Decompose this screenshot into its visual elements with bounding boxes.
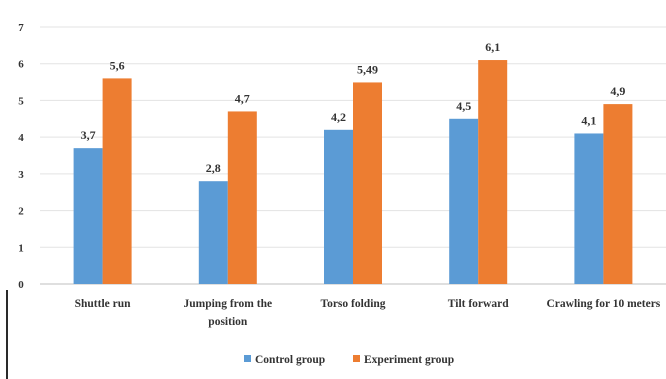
data-labels: 3,7 5,6 2,8 4,7 4,2 5,49 4,5 6,1 4,1 4,9 (81, 40, 626, 175)
y-tick-label: 4 (18, 132, 24, 144)
legend-label: Control group (255, 354, 325, 366)
bar-control-4 (574, 133, 604, 284)
y-tick-label: 2 (18, 206, 24, 218)
bar-control-1 (198, 181, 228, 284)
bars (73, 60, 633, 285)
data-label: 4,2 (331, 110, 346, 124)
legend-swatch (353, 355, 360, 362)
legend-label: Experiment group (364, 354, 454, 366)
category-label: Shuttle run (75, 298, 132, 310)
y-tick-label: 5 (18, 95, 24, 107)
bar-control-2 (324, 129, 353, 284)
gridlines (40, 26, 666, 285)
data-label: 4,1 (581, 113, 596, 127)
y-tick-label: 7 (18, 22, 24, 34)
bar-experiment-2 (353, 82, 382, 284)
y-tick-label: 1 (18, 242, 24, 254)
bar-experiment-0 (102, 78, 132, 285)
category-labels: Shuttle run Jumping from the position Torso… (75, 298, 661, 328)
category-label: position (208, 316, 248, 328)
legend: Control group Experiment group (244, 354, 454, 366)
left-border-rule (6, 290, 8, 379)
category-label: Crawling for 10 meters (546, 298, 660, 310)
data-label: 6,1 (485, 40, 500, 54)
y-axis: 0 1 2 3 4 5 6 7 (18, 22, 24, 291)
bar-control-0 (73, 148, 103, 284)
y-tick-label: 0 (18, 279, 24, 291)
data-label: 2,8 (206, 161, 221, 175)
bar-experiment-4 (603, 104, 633, 284)
category-label: Jumping from the (183, 298, 272, 310)
bar-control-3 (449, 118, 479, 285)
data-label: 3,7 (81, 128, 96, 142)
bar-experiment-1 (227, 111, 257, 284)
bar-experiment-3 (478, 60, 508, 284)
y-tick-label: 3 (18, 169, 24, 181)
data-label: 4,9 (610, 84, 625, 98)
data-label: 4,5 (456, 99, 471, 113)
data-label: 5,6 (110, 58, 125, 72)
data-label: 5,49 (357, 62, 378, 76)
data-label: 4,7 (235, 91, 250, 105)
category-label: Tilt forward (448, 298, 509, 310)
category-label: Torso folding (320, 298, 385, 310)
legend-swatch (244, 355, 251, 362)
y-tick-label: 6 (18, 59, 24, 71)
